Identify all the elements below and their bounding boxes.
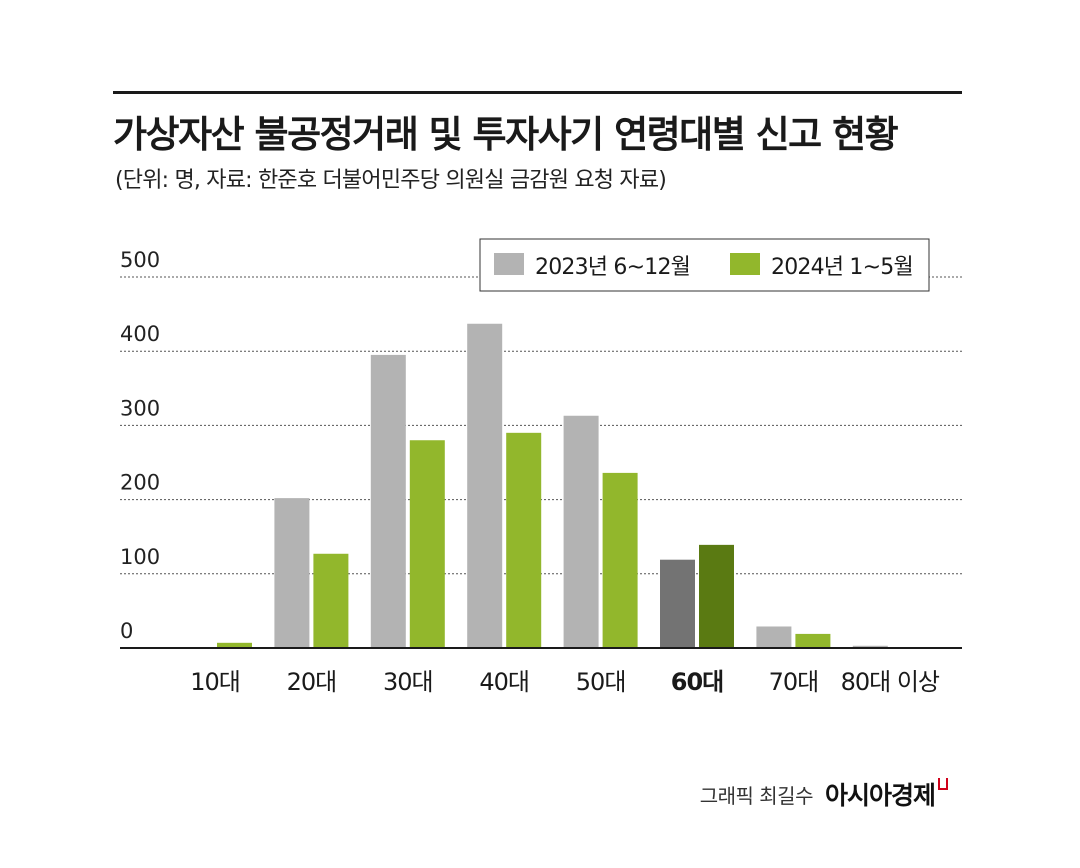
bar xyxy=(699,544,734,648)
bar xyxy=(660,559,695,648)
bar xyxy=(313,553,349,648)
x-tick-label: 50대 xyxy=(576,668,626,696)
chart-title: 가상자산 불공정거래 및 투자사기 연령대별 신고 현황 xyxy=(113,113,899,156)
bar xyxy=(467,323,503,648)
legend-box xyxy=(479,238,930,292)
brand-logo: 아시아경제 xyxy=(825,776,948,812)
bar xyxy=(756,626,792,648)
x-tick-label: 70대 xyxy=(769,668,819,696)
bar xyxy=(602,472,638,648)
y-tick-label: 300 xyxy=(120,396,160,420)
bar xyxy=(217,642,252,648)
legend-swatch xyxy=(730,253,760,275)
x-tick-label: 80대 이상 xyxy=(841,668,940,696)
bar xyxy=(506,432,542,648)
chart-subtitle: (단위: 명, 자료: 한준호 더불어민주당 의원실 금감원 요청 자료) xyxy=(115,168,667,193)
x-tick-label: 30대 xyxy=(383,668,433,696)
y-tick-label: 500 xyxy=(120,248,160,272)
credit-line: 그래픽 최길수 아시아경제 xyxy=(700,776,948,812)
graphic-credit: 그래픽 최길수 xyxy=(699,783,814,808)
brand-mark-icon xyxy=(938,778,948,790)
x-tick-label: 60대 xyxy=(671,668,723,696)
y-tick-label: 0 xyxy=(120,619,133,643)
bar xyxy=(370,354,406,648)
legend-label: 2024년 1~5월 xyxy=(771,255,913,280)
legend-label: 2023년 6~12월 xyxy=(535,255,690,280)
y-tick-label: 100 xyxy=(120,545,160,569)
bar xyxy=(563,415,599,648)
y-tick-label: 200 xyxy=(120,471,160,495)
bar xyxy=(852,645,888,648)
title-rule xyxy=(113,91,962,94)
bar xyxy=(409,440,445,648)
legend-swatch xyxy=(494,253,524,275)
y-tick-label: 400 xyxy=(120,322,160,346)
bar xyxy=(274,498,310,648)
x-tick-label: 10대 xyxy=(190,668,240,696)
x-tick-label: 40대 xyxy=(479,668,529,696)
brand-name: 아시아경제 xyxy=(824,781,936,810)
bar xyxy=(795,633,831,648)
x-tick-label: 20대 xyxy=(287,668,337,696)
